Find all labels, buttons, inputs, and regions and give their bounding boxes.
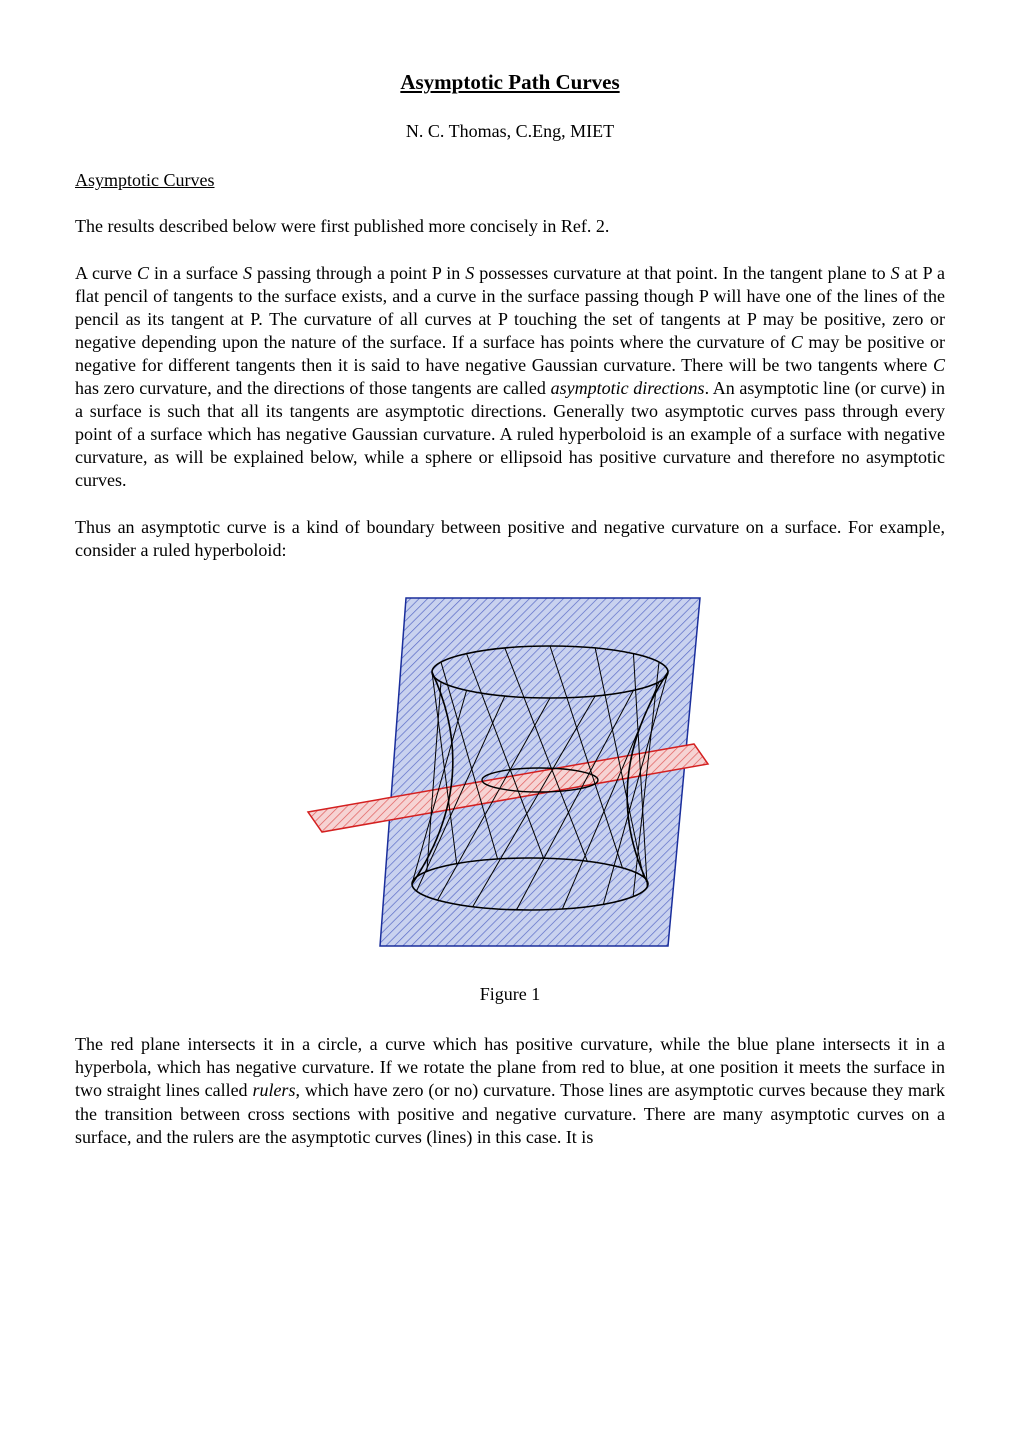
p2-C2: C <box>791 332 803 352</box>
figure-1-container <box>75 586 945 956</box>
author-line: N. C. Thomas, C.Eng, MIET <box>75 121 945 142</box>
p2-d: possesses curvature at that point. In th… <box>474 263 890 283</box>
figure-1-caption: Figure 1 <box>75 984 945 1005</box>
p2-S3: S <box>891 263 900 283</box>
paragraph-3: Thus an asymptotic curve is a kind of bo… <box>75 516 945 562</box>
section-heading: Asymptotic Curves <box>75 170 945 191</box>
p2-S2: S <box>465 263 474 283</box>
p2-S1: S <box>243 263 252 283</box>
paragraph-2: A curve C in a surface S passing through… <box>75 262 945 492</box>
p2-C3: C <box>933 355 945 375</box>
paragraph-1: The results described below were first p… <box>75 215 945 238</box>
p2-ad: asymptotic directions <box>551 378 705 398</box>
p2-g: has zero curvature, and the directions o… <box>75 378 551 398</box>
p2-C1: C <box>137 263 149 283</box>
p2-a: A curve <box>75 263 137 283</box>
figure-1-svg <box>270 586 750 956</box>
page-title: Asymptotic Path Curves <box>75 70 945 95</box>
p4-r: rulers <box>252 1080 295 1100</box>
paragraph-4: The red plane intersects it in a circle,… <box>75 1033 945 1148</box>
p2-c: passing through a point P in <box>252 263 465 283</box>
p2-b: in a surface <box>149 263 243 283</box>
